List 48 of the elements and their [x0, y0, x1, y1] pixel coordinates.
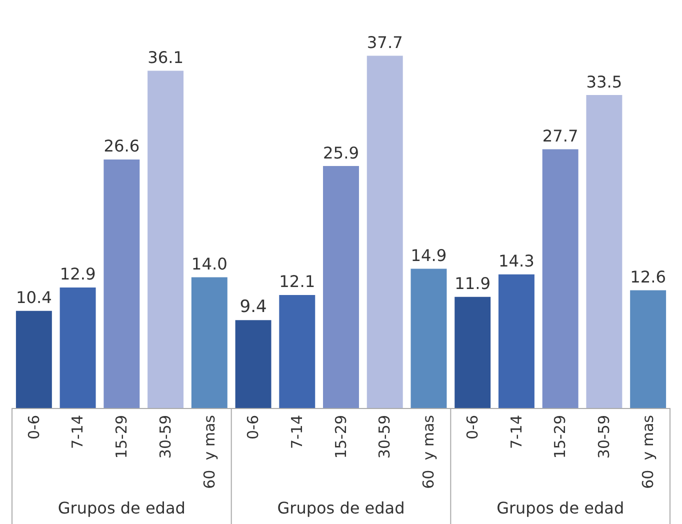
bar: [279, 294, 316, 408]
bar: [542, 149, 578, 408]
data-label: 25.9: [323, 143, 359, 162]
bar: [498, 274, 534, 408]
x-axis-title: Grupos de edad: [58, 498, 186, 518]
data-label: 33.5: [586, 72, 622, 92]
data-label: 14.9: [410, 246, 447, 266]
bar: [235, 320, 272, 408]
data-label: 11.9: [454, 274, 491, 294]
x-tick-label: 60 y mas: [638, 414, 657, 489]
data-label: 26.6: [104, 136, 140, 156]
data-label: 12.9: [60, 264, 96, 284]
x-tick-label: 60 y mas: [420, 414, 438, 489]
data-label: 14.0: [191, 254, 228, 274]
x-tick-label: 15-29: [332, 415, 350, 459]
x-tick-label: 0-6: [463, 415, 482, 440]
x-tick-label: 15-29: [112, 415, 131, 459]
data-label: 14.3: [498, 252, 534, 271]
bar: [454, 296, 491, 408]
x-tick-label: 0-6: [244, 415, 262, 440]
bar: [16, 310, 52, 408]
x-axis-title: Grupos de edad: [277, 498, 405, 518]
data-label: 36.1: [148, 48, 184, 67]
x-tick-label: 30-59: [156, 415, 174, 459]
x-axis-title: Grupos de edad: [496, 498, 624, 518]
data-label: 10.4: [16, 288, 52, 308]
data-label: 12.1: [279, 272, 316, 292]
x-tick-label: 60 y mas: [200, 414, 218, 489]
data-label: 12.6: [630, 268, 666, 287]
bar: [410, 268, 447, 408]
bar: [191, 277, 228, 408]
data-label: 9.4: [240, 297, 267, 318]
x-tick-label: 7-14: [288, 415, 306, 450]
bar: [60, 287, 96, 408]
x-tick-label: 30-59: [595, 415, 614, 459]
bar: [104, 159, 140, 408]
data-label: 27.7: [542, 126, 578, 146]
x-tick-label: 30-59: [376, 415, 394, 459]
bar: [366, 56, 403, 408]
data-label: 37.7: [366, 33, 403, 52]
x-tick-label: 7-14: [507, 415, 526, 450]
x-tick-label: 15-29: [551, 415, 570, 459]
bar: [586, 95, 622, 408]
bar: [323, 166, 359, 408]
bar: [148, 70, 184, 408]
bar: [630, 290, 666, 408]
x-tick-label: 7-14: [68, 415, 87, 450]
x-tick-label: 0-6: [24, 415, 43, 440]
